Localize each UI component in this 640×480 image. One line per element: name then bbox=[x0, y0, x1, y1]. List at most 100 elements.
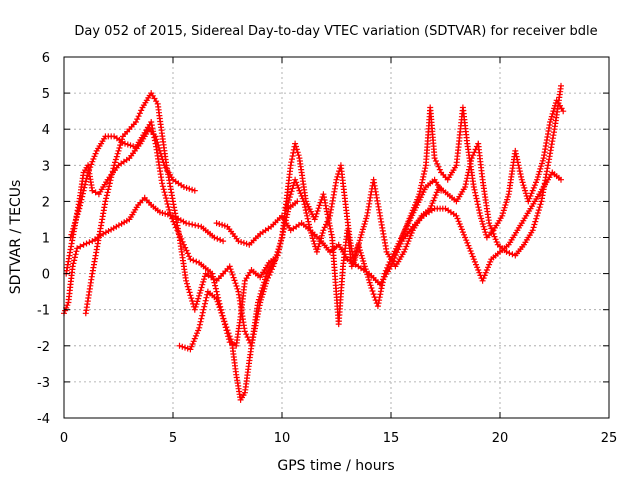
data-point-marker bbox=[433, 189, 440, 196]
data-point-marker bbox=[539, 160, 545, 167]
data-point-marker bbox=[548, 113, 555, 120]
data-point-marker bbox=[471, 258, 478, 265]
data-point-marker bbox=[534, 212, 541, 219]
data-point-marker bbox=[235, 238, 242, 245]
data-point-marker bbox=[434, 160, 441, 167]
data-point-marker bbox=[118, 139, 125, 146]
data-point-marker bbox=[285, 199, 292, 206]
data-point-marker bbox=[533, 215, 540, 222]
data-point-marker bbox=[270, 263, 277, 270]
data-point-marker bbox=[213, 288, 220, 295]
data-point-marker bbox=[191, 187, 198, 194]
data-point-marker bbox=[77, 199, 84, 206]
data-point-marker bbox=[192, 222, 199, 229]
data-point-marker bbox=[199, 309, 206, 316]
data-point-marker bbox=[392, 252, 399, 259]
data-point-marker bbox=[406, 215, 413, 222]
data-point-marker bbox=[136, 110, 143, 117]
data-point-marker bbox=[475, 267, 482, 273]
data-point-marker bbox=[266, 272, 273, 278]
data-point-marker bbox=[159, 180, 166, 187]
data-point-marker bbox=[537, 201, 544, 208]
data-point-marker bbox=[519, 179, 526, 186]
data-point-marker bbox=[221, 222, 228, 229]
data-point-marker bbox=[416, 191, 423, 198]
data-point-marker bbox=[530, 184, 537, 191]
data-point-marker bbox=[414, 196, 421, 203]
data-point-marker bbox=[520, 182, 527, 189]
data-point-marker bbox=[88, 161, 95, 168]
data-point-marker bbox=[188, 343, 195, 350]
y-tick-label: 4 bbox=[42, 123, 50, 138]
data-point-marker bbox=[70, 260, 77, 267]
data-point-marker bbox=[309, 235, 316, 242]
data-point-marker bbox=[289, 185, 296, 192]
data-point-marker bbox=[72, 251, 79, 258]
data-point-marker bbox=[543, 140, 550, 146]
data-point-marker bbox=[159, 210, 166, 216]
data-point-marker bbox=[109, 171, 115, 178]
data-point-marker bbox=[317, 238, 324, 245]
data-point-marker bbox=[159, 183, 166, 190]
data-point-marker bbox=[456, 221, 463, 227]
data-point-marker bbox=[536, 204, 543, 211]
data-point-marker bbox=[77, 202, 83, 209]
data-point-marker bbox=[192, 303, 199, 310]
data-point-marker bbox=[269, 266, 275, 273]
data-point-marker bbox=[167, 209, 173, 216]
data-point-marker bbox=[361, 221, 368, 227]
data-point-marker bbox=[521, 184, 528, 191]
data-point-marker bbox=[184, 345, 191, 352]
data-point-marker bbox=[518, 176, 525, 183]
data-point-marker bbox=[369, 288, 376, 294]
data-point-marker bbox=[112, 156, 119, 163]
data-point-marker bbox=[130, 143, 137, 150]
y-tick-label: 2 bbox=[42, 195, 50, 210]
data-point-marker bbox=[525, 198, 532, 205]
data-point-marker bbox=[538, 163, 545, 170]
data-point-marker bbox=[480, 223, 487, 230]
data-point-marker bbox=[352, 254, 359, 261]
y-tick-label: -4 bbox=[37, 412, 50, 427]
data-point-marker bbox=[213, 295, 220, 302]
data-point-marker bbox=[102, 198, 109, 205]
data-point-marker bbox=[184, 280, 190, 287]
data-point-marker bbox=[454, 215, 461, 222]
data-point-marker bbox=[220, 315, 227, 322]
data-point-marker bbox=[493, 239, 500, 245]
data-point-marker bbox=[194, 298, 201, 305]
data-point-marker bbox=[127, 142, 134, 149]
data-point-marker bbox=[304, 215, 311, 222]
data-point-marker bbox=[474, 264, 481, 271]
series-layer bbox=[61, 82, 567, 403]
data-point-marker bbox=[74, 211, 81, 218]
data-point-marker bbox=[258, 296, 264, 303]
data-point-marker bbox=[277, 240, 284, 247]
data-point-marker bbox=[405, 238, 412, 245]
data-point-marker bbox=[531, 182, 538, 189]
y-axis-label: SDTVAR / TECUs bbox=[8, 180, 24, 295]
data-point-marker bbox=[504, 196, 511, 203]
y-tick-label: 1 bbox=[42, 232, 50, 247]
data-point-marker bbox=[408, 230, 415, 236]
data-point-marker bbox=[122, 140, 128, 147]
data-point-marker bbox=[80, 241, 87, 248]
data-point-marker bbox=[224, 327, 231, 334]
data-point-marker bbox=[534, 210, 541, 216]
data-point-marker bbox=[306, 221, 312, 228]
data-point-marker bbox=[195, 295, 202, 302]
data-point-marker bbox=[218, 309, 225, 316]
data-point-marker bbox=[230, 274, 237, 281]
x-tick-label: 20 bbox=[492, 431, 509, 446]
data-point-marker bbox=[272, 257, 278, 264]
data-point-marker bbox=[286, 194, 293, 201]
data-point-marker bbox=[295, 152, 302, 159]
data-point-marker bbox=[459, 229, 466, 236]
data-point-marker bbox=[303, 210, 310, 216]
data-point-marker bbox=[311, 216, 318, 223]
data-point-marker bbox=[404, 240, 411, 247]
data-point-marker bbox=[169, 215, 176, 222]
data-point-marker bbox=[362, 218, 369, 225]
data-point-marker bbox=[82, 178, 89, 185]
